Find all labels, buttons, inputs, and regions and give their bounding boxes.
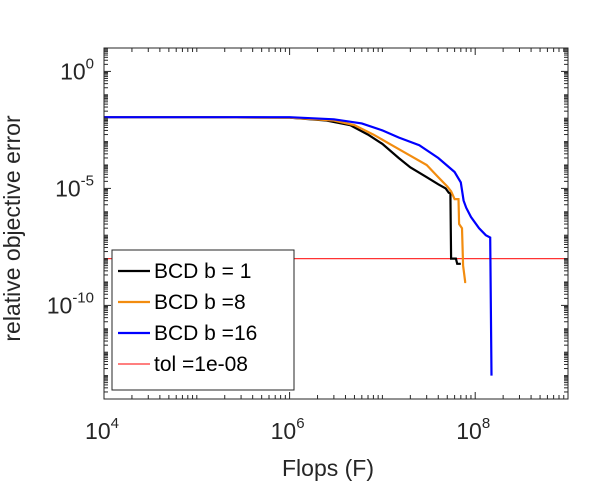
x-axis-label: Flops (F): [282, 455, 374, 481]
y-tick-label-0: 100: [60, 55, 94, 84]
series-line-0: [104, 116, 461, 265]
legend: BCD b = 1 BCD b =8 BCD b =16 tol =1e-08: [111, 249, 295, 391]
legend-label-1: BCD b =8: [154, 291, 246, 314]
legend-box: [111, 249, 295, 391]
legend-label-3: tol =1e-08: [154, 353, 248, 376]
series-line-2: [104, 116, 493, 376]
legend-label-2: BCD b =16: [154, 322, 257, 345]
axis-ticks: [103, 47, 569, 400]
y-tick-label-1: 10-5: [55, 172, 94, 201]
legend-label-0: BCD b = 1: [154, 260, 251, 283]
axes-box: [103, 47, 569, 400]
x-tick-label-2: 108: [456, 415, 490, 444]
x-tick-label-1: 106: [271, 415, 305, 444]
series-line-1: [104, 116, 467, 284]
y-tick-label-2: 10-10: [47, 289, 94, 318]
x-tick-label-0: 104: [85, 415, 119, 444]
plot-content: [104, 116, 568, 376]
tick-labels: 104 106 108 100 10-5 10-10: [47, 55, 490, 444]
y-axis-label: relative objective error: [0, 115, 25, 342]
